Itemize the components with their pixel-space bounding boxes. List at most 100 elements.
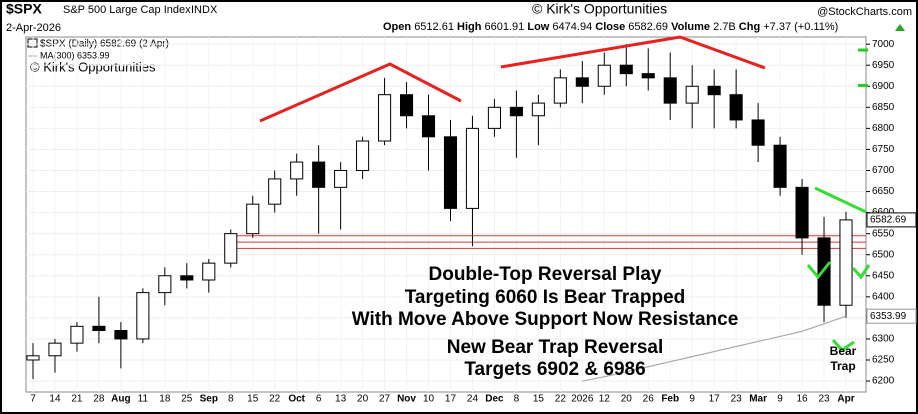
x-tick-label: 13 (335, 394, 347, 405)
quote-value: 6582.69 (628, 21, 668, 33)
candle-body (312, 161, 326, 188)
candle-body (224, 233, 238, 264)
x-tick-label: 24 (467, 394, 479, 405)
quote-value: 6474.94 (552, 21, 592, 33)
candle-body (443, 136, 458, 209)
x-tick-label: 25 (181, 394, 193, 405)
candle-body (795, 186, 809, 239)
candle-body (334, 169, 348, 188)
y-tick-label: 6900 (872, 81, 895, 92)
x-tick-label: 8 (514, 394, 520, 405)
candle-body (619, 64, 633, 75)
y-tick-label: 6550 (872, 228, 895, 239)
bear-trap-label: Trap (830, 359, 855, 373)
quote-label: Chg (739, 21, 760, 33)
quote-value: 6601.91 (485, 21, 525, 33)
bear-trap-label: Bear (830, 344, 857, 358)
quote-label: Open (383, 21, 411, 33)
y-tick-label: 6400 (872, 291, 895, 302)
last-price-tag: 6582.69 (870, 215, 907, 226)
x-tick-label: 22 (269, 394, 281, 405)
y-tick-label: 7000 (872, 39, 895, 50)
x-tick-label: 20 (357, 394, 369, 405)
candle-body (180, 275, 194, 281)
ma-line (582, 315, 847, 382)
candle-body (553, 77, 567, 104)
candle-body (641, 73, 655, 79)
x-tick-label: 11 (138, 394, 149, 405)
y-tick-label: 6950 (872, 60, 895, 71)
x-tick-label: 10 (423, 394, 435, 405)
quote-value: +7.37 (+0.11%) (763, 21, 838, 33)
trend-line (500, 35, 766, 70)
y-tick-label: 6300 (872, 334, 895, 345)
candle-body (378, 94, 392, 142)
x-tick-label: Apr (837, 394, 854, 405)
x-tick-label: 8 (228, 394, 234, 405)
x-tick-label: 17 (709, 394, 721, 405)
resistance-line (814, 186, 867, 214)
annotation: New Bear Trap Reversal (447, 337, 664, 358)
plot (26, 37, 870, 392)
x-tick-label: Feb (661, 394, 679, 405)
check (851, 264, 871, 280)
y-tick-label: 6500 (872, 249, 895, 260)
copyright: © Kirk's Opportunities (30, 59, 156, 74)
candle-body (70, 325, 84, 344)
quote-label: Close (595, 21, 625, 33)
y-tick-label: 6450 (872, 270, 895, 281)
candle-body (729, 94, 743, 121)
quote-label: High (457, 21, 482, 33)
exchange: INDX (191, 4, 218, 16)
candle-body (509, 106, 523, 117)
candle-body (136, 292, 150, 340)
candle-body (751, 119, 765, 146)
candle-body (465, 127, 480, 209)
x-tick-label: 2026 (571, 394, 594, 405)
y-tick-label: 6700 (872, 165, 895, 176)
candle-body (399, 94, 414, 117)
quote: Open 6512.61 High 6601.91 Low 6474.94 Cl… (383, 21, 838, 33)
candle-body (597, 64, 611, 87)
trend-lines (259, 35, 766, 123)
candle-body (421, 115, 436, 138)
x-tick-label: 15 (533, 394, 545, 405)
x-tick-label: Nov (397, 394, 416, 405)
symbol: $SPX (6, 1, 42, 17)
candle-body (202, 262, 216, 281)
y-tick-label: 6850 (872, 102, 895, 113)
watermark: © Kirk's Opportunities (532, 1, 667, 17)
x-tick-label: 20 (621, 394, 633, 405)
candle-body (114, 330, 128, 340)
x-tick-label: 22 (555, 394, 567, 405)
candle-body (531, 102, 545, 117)
x-tick-label: 28 (93, 394, 105, 405)
check (806, 261, 832, 280)
x-tick-label: 9 (777, 394, 783, 405)
quote-label: Volume (671, 21, 710, 33)
x-tick-label: Aug (111, 394, 130, 405)
source: @StockCharts.com (817, 6, 912, 18)
green-marks (806, 186, 871, 352)
y-tick-label: 6650 (872, 186, 895, 197)
candle-body (773, 144, 787, 188)
x-tick-label: 23 (818, 394, 830, 405)
x-tick-label: 14 (49, 394, 61, 405)
candle-body (158, 275, 172, 294)
x-tick-label: Sep (200, 394, 218, 405)
candle-body (26, 355, 40, 361)
x-tick-label: 26 (643, 394, 655, 405)
candle-body (48, 342, 62, 357)
candle-body (575, 77, 589, 87)
legend-entry: MA(300) 6353.99 (40, 50, 110, 60)
x-tick-label: 7 (30, 394, 36, 405)
x-tick-label: Oct (288, 394, 305, 405)
x-tick-label: 18 (159, 394, 171, 405)
date: 2-Apr-2026 (6, 22, 61, 34)
trend-line (259, 62, 462, 123)
candle-body (707, 85, 721, 96)
candle-body (839, 219, 853, 306)
x-tick-label: 17 (445, 394, 457, 405)
x-tick-label: 15 (247, 394, 259, 405)
